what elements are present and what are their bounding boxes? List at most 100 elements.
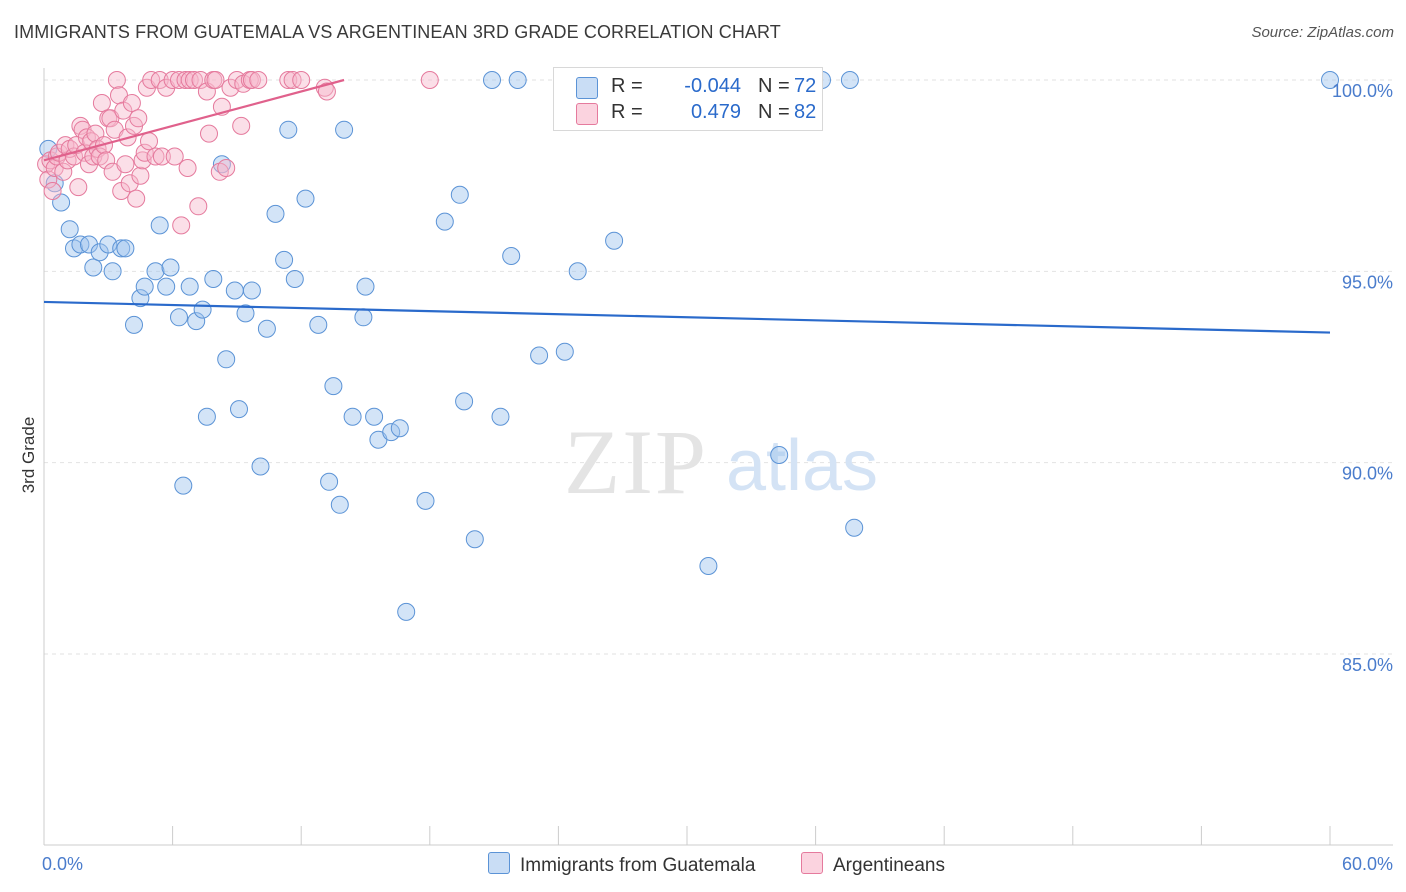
guatemala-point	[193, 300, 212, 319]
bottom-legend-swatch-argentineans	[801, 852, 823, 874]
guatemala-point	[150, 216, 169, 235]
guatemala-point	[416, 491, 435, 510]
legend-swatch-argentineans	[576, 103, 598, 125]
argentineans-point	[232, 116, 251, 135]
guatemala-point	[279, 120, 298, 139]
argentineans-point	[43, 182, 62, 200]
guatemala-point	[356, 277, 375, 296]
guatemala-point	[296, 189, 315, 208]
legend-n-label: N =	[758, 101, 790, 123]
guatemala-point	[335, 120, 354, 139]
guatemala-point	[555, 342, 574, 361]
guatemala-point	[204, 270, 223, 288]
argentineans-point	[242, 71, 261, 89]
guatemala-point	[84, 258, 103, 277]
argentineans-point	[217, 159, 236, 177]
argentineans-point	[152, 147, 171, 166]
y-tick-label: 85.0%	[1342, 655, 1393, 675]
argentineans-point	[189, 197, 208, 216]
bottom-legend-label-argentineans: Argentineans	[833, 855, 945, 876]
guatemala-point	[125, 315, 143, 334]
argentineans-point	[420, 71, 439, 89]
guatemala-point	[103, 262, 122, 281]
bottom-legend-argentineans: Argentineans	[801, 852, 945, 877]
legend-n-value-argentineans: 82	[794, 101, 817, 123]
argentineans-point	[191, 71, 210, 89]
argentineans-point	[135, 143, 154, 162]
bottom-legend-swatch-guatemala	[488, 852, 510, 874]
argentineans-point	[279, 71, 298, 89]
guatemala-point	[483, 71, 501, 89]
argentineans-point	[140, 132, 158, 151]
argentineans-trend-line	[43, 78, 345, 162]
guatemala-point	[435, 212, 454, 231]
argentineans-point	[146, 147, 165, 166]
trend-layer	[43, 78, 1331, 334]
legend-r-label: R =	[611, 75, 643, 97]
stats-legend: R = -0.044 N = 72 R = 0.479 N = 82	[553, 67, 823, 131]
legend-swatch-guatemala	[576, 77, 598, 99]
guatemala-point	[170, 308, 188, 327]
guatemala-point	[217, 350, 236, 369]
argentineans-point	[317, 82, 336, 101]
argentineans-point	[131, 166, 150, 185]
argentineans-point	[120, 174, 139, 193]
argentineans-point	[97, 151, 116, 170]
legend-r-label: R =	[611, 101, 643, 123]
guatemala-point	[605, 231, 624, 250]
argentineans-point	[178, 159, 197, 177]
tick-label-layer: 85.0% 90.0% 95.0% 100.0% 0.0% 60.0%	[42, 81, 1393, 874]
guatemala-point	[320, 472, 339, 491]
guatemala-point	[135, 277, 154, 296]
guatemala-point	[225, 281, 244, 300]
guatemala-point	[236, 304, 255, 323]
guatemala-point	[275, 250, 294, 269]
guatemala-point	[309, 315, 328, 334]
legend-n-label: N =	[758, 75, 790, 97]
chart-source: Source: ZipAtlas.com	[1251, 24, 1394, 41]
guatemala-point	[60, 220, 79, 239]
guatemala-point	[840, 71, 859, 89]
argentineans-point	[200, 124, 218, 143]
legend-r-value-argentineans: 0.479	[690, 101, 741, 123]
guatemala-point	[187, 312, 206, 331]
guatemala-point	[330, 495, 349, 514]
guatemala-point	[131, 289, 150, 308]
argentineans-point	[170, 71, 188, 89]
guatemala-point	[116, 239, 135, 258]
guatemala-point	[502, 247, 521, 265]
guatemala-point	[197, 407, 216, 426]
guatemala-point	[699, 557, 718, 575]
guatemala-point	[465, 530, 484, 549]
x-tick-label-start: 0.0%	[42, 854, 83, 874]
guatemala-point	[180, 277, 199, 296]
argentineans-point	[127, 189, 146, 208]
axis-layer	[43, 68, 1393, 846]
guatemala-point	[568, 262, 587, 281]
argentineans-point	[249, 71, 268, 89]
guatemala-point	[251, 457, 270, 476]
guatemala-point	[112, 239, 131, 258]
argentineans-point	[180, 71, 199, 89]
argentineans-point	[165, 147, 184, 166]
guatemala-point	[845, 518, 864, 537]
guatemala-point	[508, 71, 527, 89]
guatemala-point	[390, 419, 409, 438]
guatemala-point	[161, 258, 180, 277]
grid-layer	[44, 79, 1393, 655]
guatemala-point	[242, 281, 261, 300]
argentineans-point	[69, 178, 88, 197]
guatemala-point	[382, 423, 401, 442]
argentineans-point	[54, 162, 73, 181]
argentineans-point	[39, 170, 58, 189]
y-axis-label: 3rd Grade	[19, 416, 38, 494]
guatemala-point	[1321, 71, 1339, 89]
chart-title: IMMIGRANTS FROM GUATEMALA VS ARGENTINEAN…	[14, 22, 781, 42]
argentineans-point	[116, 155, 135, 174]
guatemala-point	[491, 407, 510, 426]
y-tick-label: 100.0%	[1332, 81, 1393, 101]
argentineans-point	[172, 216, 191, 235]
guatemala-point	[324, 377, 343, 396]
x-tick-label-end: 60.0%	[1342, 854, 1393, 874]
